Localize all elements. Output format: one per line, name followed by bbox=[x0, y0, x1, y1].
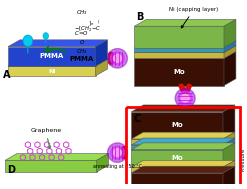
Polygon shape bbox=[134, 19, 236, 26]
Text: $CH_3$: $CH_3$ bbox=[76, 8, 88, 17]
Polygon shape bbox=[5, 160, 97, 172]
Text: Mo: Mo bbox=[173, 69, 185, 75]
Text: C: C bbox=[133, 114, 141, 124]
Text: Ni (capping layer): Ni (capping layer) bbox=[169, 7, 219, 28]
Text: A: A bbox=[3, 70, 10, 80]
Polygon shape bbox=[131, 166, 235, 173]
Polygon shape bbox=[134, 46, 236, 53]
Text: $CH_3$: $CH_3$ bbox=[76, 47, 88, 56]
Polygon shape bbox=[134, 26, 224, 48]
Text: Mo: Mo bbox=[171, 184, 183, 189]
Polygon shape bbox=[23, 35, 33, 53]
Text: B: B bbox=[136, 12, 144, 22]
Bar bbox=[126, 107, 240, 189]
Polygon shape bbox=[131, 167, 223, 173]
Polygon shape bbox=[8, 66, 96, 76]
Polygon shape bbox=[131, 138, 235, 145]
Circle shape bbox=[181, 94, 189, 102]
Text: $C\!=\!O$: $C\!=\!O$ bbox=[74, 29, 89, 37]
Polygon shape bbox=[131, 112, 223, 139]
Polygon shape bbox=[131, 132, 235, 139]
Circle shape bbox=[110, 146, 124, 159]
Polygon shape bbox=[134, 41, 236, 48]
Polygon shape bbox=[8, 59, 107, 66]
Polygon shape bbox=[5, 153, 108, 160]
Text: PMMA: PMMA bbox=[40, 53, 64, 59]
Text: annealing at 750 °C: annealing at 750 °C bbox=[93, 164, 142, 169]
Polygon shape bbox=[224, 46, 236, 58]
Circle shape bbox=[107, 49, 127, 68]
Circle shape bbox=[175, 88, 195, 108]
Polygon shape bbox=[131, 105, 235, 112]
Text: $O$: $O$ bbox=[79, 38, 85, 46]
Polygon shape bbox=[223, 132, 235, 145]
Polygon shape bbox=[8, 47, 96, 66]
Polygon shape bbox=[8, 40, 107, 47]
Circle shape bbox=[178, 91, 192, 105]
Text: Pressure: Pressure bbox=[241, 148, 246, 171]
Circle shape bbox=[113, 149, 122, 156]
Polygon shape bbox=[134, 48, 224, 53]
Polygon shape bbox=[96, 59, 107, 76]
Polygon shape bbox=[224, 41, 236, 53]
Polygon shape bbox=[224, 52, 236, 86]
Polygon shape bbox=[134, 52, 236, 58]
Circle shape bbox=[107, 143, 127, 162]
Polygon shape bbox=[224, 19, 236, 48]
Polygon shape bbox=[131, 145, 223, 150]
Polygon shape bbox=[134, 58, 224, 86]
Text: Ni: Ni bbox=[48, 69, 56, 74]
Polygon shape bbox=[134, 53, 224, 58]
Polygon shape bbox=[96, 40, 107, 66]
Polygon shape bbox=[97, 153, 108, 172]
Text: Graphene: Graphene bbox=[30, 128, 61, 149]
Text: $]_n$: $]_n$ bbox=[88, 19, 94, 28]
Text: $-[CH_2-\!\overset{|}{\!C}$: $-[CH_2-\!\overset{|}{\!C}$ bbox=[74, 19, 101, 34]
Polygon shape bbox=[131, 160, 235, 167]
Circle shape bbox=[110, 52, 124, 65]
Text: PMMA: PMMA bbox=[69, 56, 94, 62]
Polygon shape bbox=[223, 105, 235, 139]
Circle shape bbox=[113, 54, 122, 62]
Polygon shape bbox=[131, 173, 223, 189]
Text: D: D bbox=[7, 165, 15, 175]
Polygon shape bbox=[223, 160, 235, 173]
Polygon shape bbox=[131, 143, 235, 150]
Polygon shape bbox=[131, 139, 223, 145]
Polygon shape bbox=[223, 143, 235, 167]
Polygon shape bbox=[43, 33, 49, 43]
Polygon shape bbox=[223, 166, 235, 189]
Text: Mo: Mo bbox=[171, 155, 183, 161]
Polygon shape bbox=[131, 150, 223, 167]
Text: Mo: Mo bbox=[171, 122, 183, 128]
Polygon shape bbox=[223, 138, 235, 150]
